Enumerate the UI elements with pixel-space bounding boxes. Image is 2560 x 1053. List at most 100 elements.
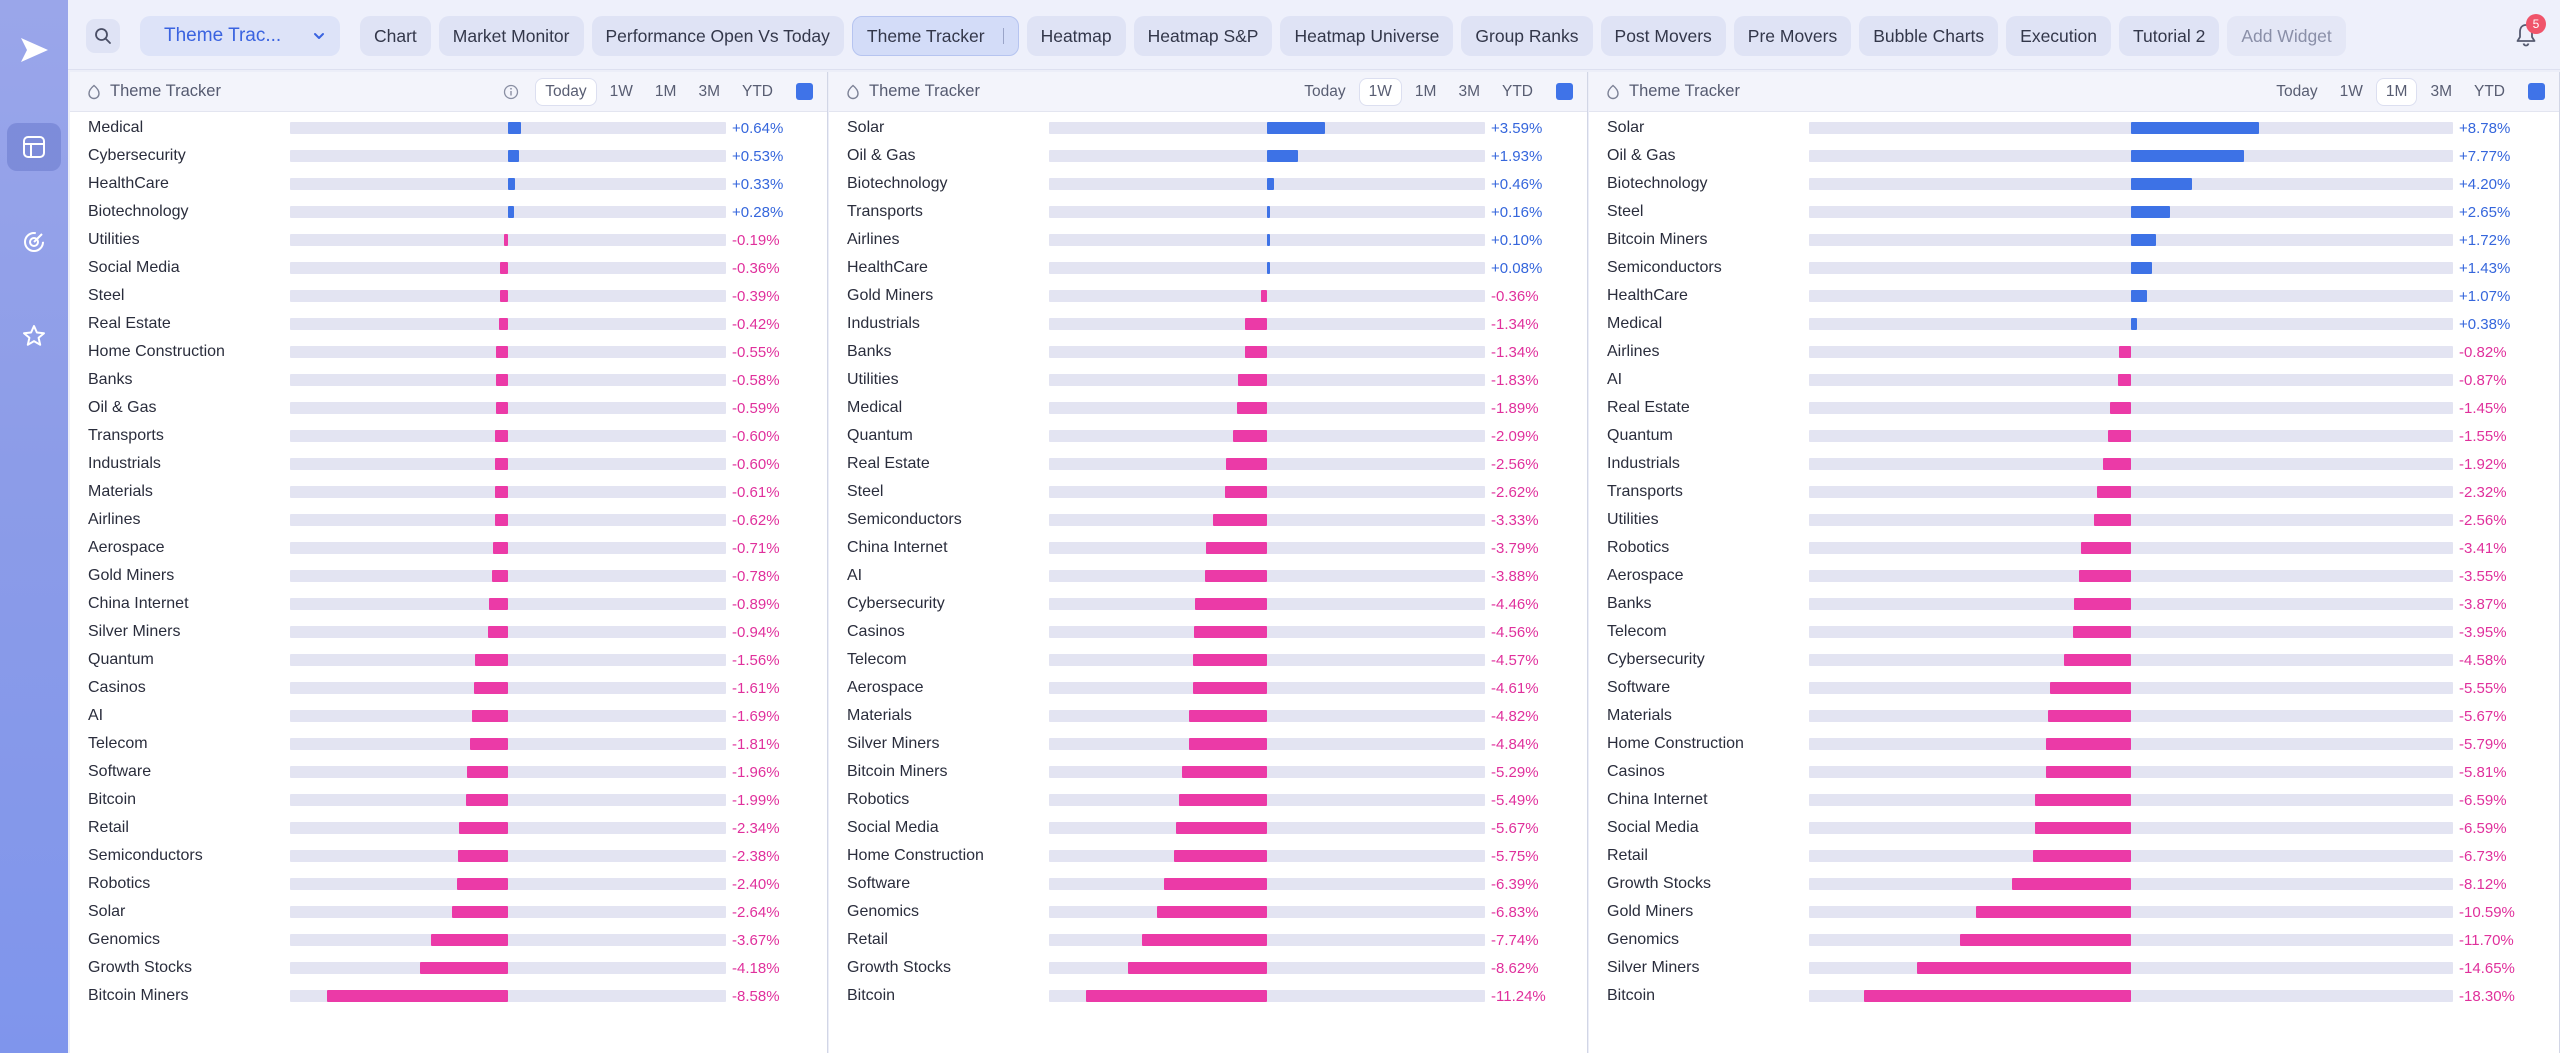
favorites-nav-button[interactable] bbox=[7, 312, 61, 360]
theme-row[interactable]: Utilities -0.19% bbox=[70, 226, 827, 254]
color-picker-button[interactable] bbox=[796, 83, 813, 100]
theme-row[interactable]: Transports +0.16% bbox=[829, 198, 1587, 226]
theme-row[interactable]: Banks -3.87% bbox=[1589, 590, 2559, 618]
tab-group-ranks[interactable]: Group Ranks bbox=[1461, 16, 1593, 56]
theme-row[interactable]: AI -3.88% bbox=[829, 562, 1587, 590]
theme-row[interactable]: China Internet -3.79% bbox=[829, 534, 1587, 562]
theme-row[interactable]: Real Estate -1.45% bbox=[1589, 394, 2559, 422]
theme-row[interactable]: Social Media -6.59% bbox=[1589, 814, 2559, 842]
theme-row[interactable]: Social Media -5.67% bbox=[829, 814, 1587, 842]
theme-row[interactable]: Home Construction -0.55% bbox=[70, 338, 827, 366]
theme-row[interactable]: Cybersecurity -4.46% bbox=[829, 590, 1587, 618]
theme-row[interactable]: Silver Miners -14.65% bbox=[1589, 954, 2559, 982]
theme-row[interactable]: Aerospace -3.55% bbox=[1589, 562, 2559, 590]
theme-row[interactable]: Oil & Gas +7.77% bbox=[1589, 142, 2559, 170]
tab-theme-tracker[interactable]: Theme Tracker bbox=[851, 16, 1019, 56]
theme-row[interactable]: Silver Miners -4.84% bbox=[829, 730, 1587, 758]
theme-row[interactable]: China Internet -6.59% bbox=[1589, 786, 2559, 814]
theme-row[interactable]: Software -1.96% bbox=[70, 758, 827, 786]
tab-post-movers[interactable]: Post Movers bbox=[1600, 16, 1726, 56]
theme-row[interactable]: Airlines -0.82% bbox=[1589, 338, 2559, 366]
theme-row[interactable]: Airlines -0.62% bbox=[70, 506, 827, 534]
theme-row[interactable]: Genomics -11.70% bbox=[1589, 926, 2559, 954]
theme-row[interactable]: Genomics -6.83% bbox=[829, 898, 1587, 926]
theme-row[interactable]: Materials -0.61% bbox=[70, 478, 827, 506]
theme-row[interactable]: Biotechnology +4.20% bbox=[1589, 170, 2559, 198]
theme-row[interactable]: Industrials -1.92% bbox=[1589, 450, 2559, 478]
theme-row[interactable]: Materials -4.82% bbox=[829, 702, 1587, 730]
theme-row[interactable]: Bitcoin -1.99% bbox=[70, 786, 827, 814]
period-3m[interactable]: 3M bbox=[2430, 82, 2452, 100]
period-ytd[interactable]: YTD bbox=[2474, 82, 2505, 100]
theme-row[interactable]: Telecom -3.95% bbox=[1589, 618, 2559, 646]
theme-row[interactable]: Banks -0.58% bbox=[70, 366, 827, 394]
tab-tutorial-2[interactable]: Tutorial 2 bbox=[2119, 16, 2220, 56]
theme-row[interactable]: Casinos -5.81% bbox=[1589, 758, 2559, 786]
theme-row[interactable]: Robotics -2.40% bbox=[70, 870, 827, 898]
theme-row[interactable]: Biotechnology +0.28% bbox=[70, 198, 827, 226]
tab-heatmap-s-p[interactable]: Heatmap S&P bbox=[1133, 16, 1273, 56]
theme-row[interactable]: Gold Miners -10.59% bbox=[1589, 898, 2559, 926]
color-picker-button[interactable] bbox=[2528, 83, 2545, 100]
theme-row[interactable]: Semiconductors -3.33% bbox=[829, 506, 1587, 534]
theme-row[interactable]: Semiconductors -2.38% bbox=[70, 842, 827, 870]
tab-heatmap[interactable]: Heatmap bbox=[1026, 16, 1126, 56]
app-logo-icon[interactable] bbox=[16, 32, 52, 68]
info-icon[interactable] bbox=[503, 84, 519, 100]
dashboard-nav-button[interactable] bbox=[7, 123, 61, 171]
theme-row[interactable]: Utilities -1.83% bbox=[829, 366, 1587, 394]
period-today[interactable]: Today bbox=[2276, 82, 2318, 100]
theme-row[interactable]: Retail -7.74% bbox=[829, 926, 1587, 954]
theme-row[interactable]: Industrials -1.34% bbox=[829, 310, 1587, 338]
layout-dropdown[interactable]: Theme Trac... bbox=[140, 16, 340, 56]
theme-row[interactable]: HealthCare +1.07% bbox=[1589, 282, 2559, 310]
theme-row[interactable]: Steel -2.62% bbox=[829, 478, 1587, 506]
theme-row[interactable]: Robotics -3.41% bbox=[1589, 534, 2559, 562]
theme-row[interactable]: Silver Miners -0.94% bbox=[70, 618, 827, 646]
theme-row[interactable]: Bitcoin -11.24% bbox=[829, 982, 1587, 1010]
period-1w[interactable]: 1W bbox=[2339, 82, 2363, 100]
period-1w[interactable]: 1W bbox=[609, 82, 633, 100]
theme-row[interactable]: Genomics -3.67% bbox=[70, 926, 827, 954]
theme-row[interactable]: HealthCare +0.33% bbox=[70, 170, 827, 198]
theme-row[interactable]: Bitcoin Miners -8.58% bbox=[70, 982, 827, 1010]
theme-row[interactable]: Casinos -1.61% bbox=[70, 674, 827, 702]
theme-row[interactable]: Cybersecurity +0.53% bbox=[70, 142, 827, 170]
theme-row[interactable]: Oil & Gas +1.93% bbox=[829, 142, 1587, 170]
theme-row[interactable]: Solar +3.59% bbox=[829, 114, 1587, 142]
period-1m[interactable]: 1M bbox=[654, 82, 677, 100]
theme-row[interactable]: Cybersecurity -4.58% bbox=[1589, 646, 2559, 674]
theme-row[interactable]: Solar +8.78% bbox=[1589, 114, 2559, 142]
theme-row[interactable]: Robotics -5.49% bbox=[829, 786, 1587, 814]
theme-row[interactable]: Airlines +0.10% bbox=[829, 226, 1587, 254]
theme-row[interactable]: Aerospace -0.71% bbox=[70, 534, 827, 562]
theme-row[interactable]: Utilities -2.56% bbox=[1589, 506, 2559, 534]
tab-chart[interactable]: Chart bbox=[360, 16, 431, 56]
theme-row[interactable]: Telecom -4.57% bbox=[829, 646, 1587, 674]
theme-row[interactable]: Transports -0.60% bbox=[70, 422, 827, 450]
theme-row[interactable]: Retail -2.34% bbox=[70, 814, 827, 842]
theme-row[interactable]: Home Construction -5.75% bbox=[829, 842, 1587, 870]
theme-row[interactable]: Medical -1.89% bbox=[829, 394, 1587, 422]
period-1m[interactable]: 1M bbox=[2375, 77, 2418, 106]
theme-row[interactable]: Banks -1.34% bbox=[829, 338, 1587, 366]
theme-row[interactable]: Growth Stocks -8.62% bbox=[829, 954, 1587, 982]
theme-row[interactable]: Gold Miners -0.78% bbox=[70, 562, 827, 590]
theme-row[interactable]: Telecom -1.81% bbox=[70, 730, 827, 758]
drag-handle-icon[interactable] bbox=[845, 84, 861, 100]
theme-row[interactable]: Medical +0.64% bbox=[70, 114, 827, 142]
tab-market-monitor[interactable]: Market Monitor bbox=[438, 16, 584, 56]
drag-handle-icon[interactable] bbox=[1605, 84, 1621, 100]
theme-row[interactable]: China Internet -0.89% bbox=[70, 590, 827, 618]
theme-row[interactable]: Bitcoin Miners +1.72% bbox=[1589, 226, 2559, 254]
theme-row[interactable]: Steel -0.39% bbox=[70, 282, 827, 310]
theme-row[interactable]: Industrials -0.60% bbox=[70, 450, 827, 478]
theme-row[interactable]: Quantum -2.09% bbox=[829, 422, 1587, 450]
period-3m[interactable]: 3M bbox=[698, 82, 720, 100]
add-widget-button[interactable]: Add Widget bbox=[2227, 16, 2346, 56]
theme-row[interactable]: Oil & Gas -0.59% bbox=[70, 394, 827, 422]
period-today[interactable]: Today bbox=[1304, 82, 1346, 100]
period-1w[interactable]: 1W bbox=[1358, 77, 1402, 106]
theme-row[interactable]: Growth Stocks -4.18% bbox=[70, 954, 827, 982]
tab-execution[interactable]: Execution bbox=[2006, 16, 2111, 56]
